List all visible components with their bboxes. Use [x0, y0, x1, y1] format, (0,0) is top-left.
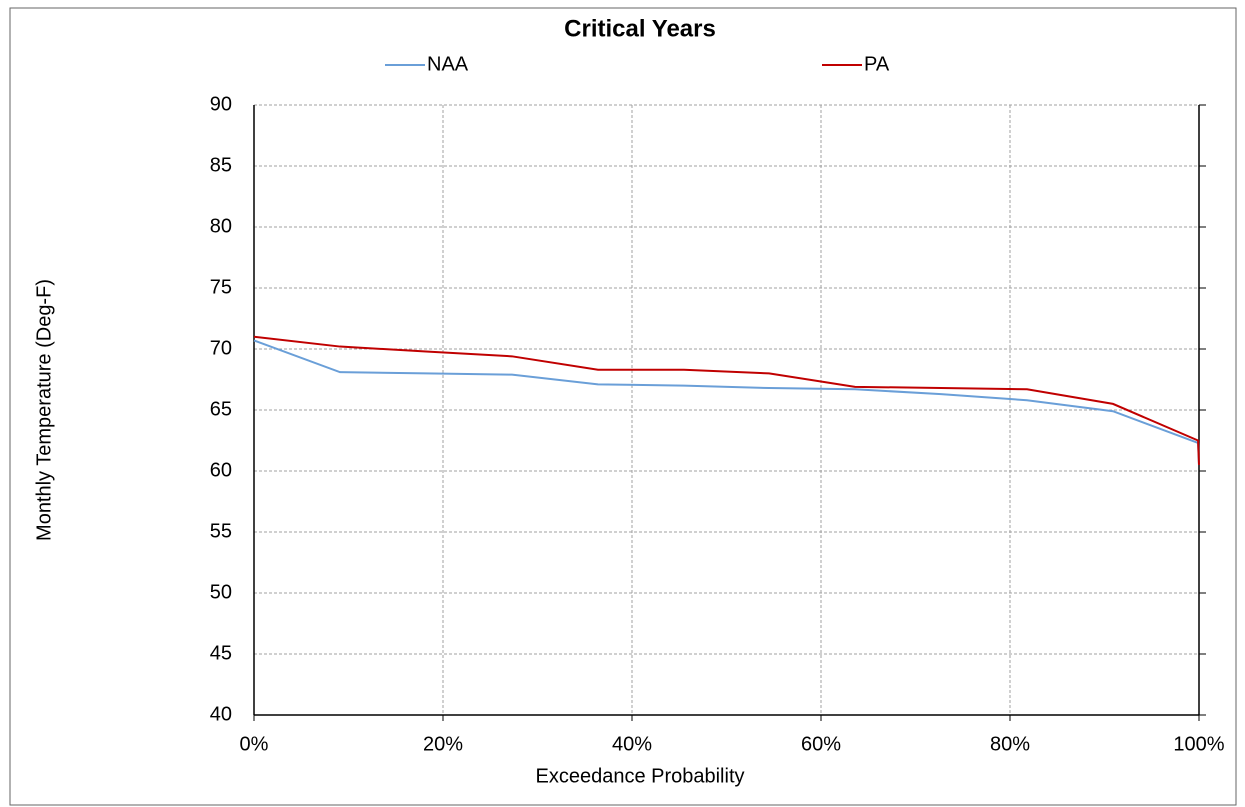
y-tick-label: 60 — [210, 459, 232, 481]
series-line — [253, 339, 1200, 465]
y-tick-label: 75 — [210, 276, 232, 298]
x-tick-label: 20% — [423, 733, 463, 755]
chart-title: Critical Years — [564, 15, 716, 42]
x-tick-label: 0% — [240, 733, 269, 755]
x-tick-label: 100% — [1173, 733, 1224, 755]
y-tick-label: 55 — [210, 520, 232, 542]
x-tick-label: 40% — [612, 733, 652, 755]
y-tick-label: 90 — [210, 93, 232, 115]
y-tick-label: 65 — [210, 398, 232, 420]
y-tick-label: 80 — [210, 215, 232, 237]
x-tick-label: 80% — [990, 733, 1030, 755]
y-tick-label: 85 — [210, 154, 232, 176]
y-tick-label: 45 — [210, 642, 232, 664]
y-axis-label: Monthly Temperature (Deg-F) — [33, 279, 55, 541]
y-tick-label: 50 — [210, 581, 232, 603]
series-line — [253, 335, 1200, 465]
frame — [9, 7, 1237, 806]
legend-label: NAA — [427, 53, 469, 75]
x-axis-label: Exceedance Probability — [535, 765, 744, 787]
x-tick-label: 60% — [801, 733, 841, 755]
legend-label: PA — [864, 53, 890, 75]
y-tick-label: 40 — [210, 703, 232, 725]
y-tick-label: 70 — [210, 337, 232, 359]
